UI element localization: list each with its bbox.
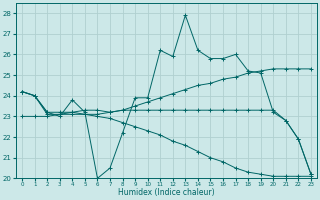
X-axis label: Humidex (Indice chaleur): Humidex (Indice chaleur): [118, 188, 215, 197]
